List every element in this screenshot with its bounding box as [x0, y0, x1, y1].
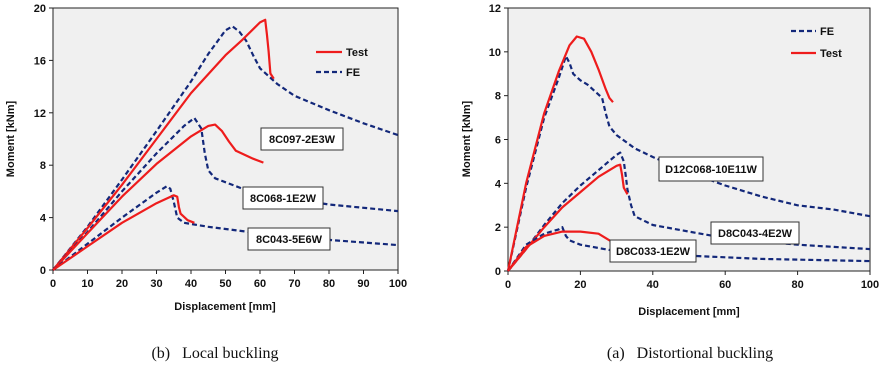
tick-group: 0 20 40 60 80 100 0 2 4 6 8 10 12	[489, 3, 879, 291]
label-8c068: 8C068-1E2W	[250, 193, 317, 205]
label-box-d8c033	[609, 239, 697, 263]
x-tick-label: 30	[150, 278, 162, 290]
caption-local-buckling: (b) Local buckling	[151, 345, 278, 362]
x-tick-label: 50	[219, 278, 231, 290]
x-tick-label: 60	[254, 278, 266, 290]
y-tick-label: 10	[489, 47, 501, 59]
fe-series-line-0	[506, 55, 871, 272]
test-series-line-0	[52, 18, 275, 271]
label-d8c033: D8C033-1E2W	[616, 246, 691, 258]
plot-area	[507, 7, 871, 272]
y-axis-label: Moment [kNm]	[461, 100, 473, 177]
x-tick-label: 0	[505, 279, 511, 291]
label-8c097: 8C097-2E3W	[269, 134, 336, 146]
y-tick-label: 12	[34, 108, 46, 120]
y-tick-label: 0	[40, 265, 46, 277]
x-tick-label: 100	[861, 279, 879, 291]
x-tick-label: 40	[185, 278, 197, 290]
label-d8c043: D8C043-4E2W	[718, 228, 793, 240]
label-box-8c043	[247, 227, 331, 251]
series-group	[52, 18, 399, 271]
y-tick-label: 2	[495, 222, 501, 234]
series-group	[506, 35, 871, 272]
x-tick-label: 10	[81, 278, 93, 290]
y-tick-label: 12	[489, 3, 501, 15]
label-box-d8c043	[710, 221, 800, 245]
label-box-8c068	[242, 186, 324, 210]
x-tick-label: 60	[719, 279, 731, 291]
x-tick-label: 80	[323, 278, 335, 290]
legend-fe-label: FE	[346, 67, 360, 79]
y-tick-label: 4	[495, 178, 502, 190]
test-series-line-1	[507, 163, 629, 272]
legend-test-label: Test	[820, 48, 842, 60]
x-tick-label: 90	[357, 278, 369, 290]
label-box-8c097	[260, 127, 344, 151]
y-tick-label: 4	[40, 213, 47, 225]
x-axis-label: Displacement [mm]	[174, 301, 276, 313]
x-tick-label: 20	[116, 278, 128, 290]
caption-distortional-buckling: (a) Distortional buckling	[607, 345, 773, 362]
test-series-line-1	[52, 123, 264, 271]
y-tick-label: 20	[34, 3, 46, 15]
label-d12c068: D12C068-10E11W	[665, 164, 757, 176]
y-tick-label: 0	[495, 266, 501, 278]
label-box-d12c068	[658, 156, 764, 182]
x-tick-label: 40	[647, 279, 659, 291]
tick-group: 0 10 20 30 40 50 60 70 80 90 100 0 4 8 12 16 20	[34, 3, 407, 290]
fe-series-line-1	[507, 151, 871, 272]
y-tick-label: 8	[40, 160, 46, 172]
y-tick-label: 16	[34, 55, 46, 67]
test-series-line-2	[52, 194, 195, 271]
legend-fe-label: FE	[820, 26, 834, 38]
test-series-line-0	[506, 35, 614, 272]
chart-local-buckling: 0 10 20 30 40 50 60 70 80 90 100 0 4 8 12 16 20 Displace…	[5, 3, 407, 313]
test-series-line-2	[507, 230, 614, 272]
legend-test-label: Test	[346, 47, 368, 59]
fe-series-line-0	[52, 25, 399, 271]
x-tick-label: 20	[574, 279, 586, 291]
y-axis-label: Moment [kNm]	[5, 100, 17, 177]
x-tick-label: 0	[50, 278, 56, 290]
x-tick-label: 80	[791, 279, 803, 291]
fe-series-line-2	[507, 226, 871, 272]
x-tick-label: 100	[389, 278, 407, 290]
y-tick-label: 6	[495, 135, 501, 147]
label-8c043: 8C043-5E6W	[256, 234, 323, 246]
x-tick-label: 70	[288, 278, 300, 290]
x-axis-label: Displacement [mm]	[638, 306, 740, 318]
y-tick-label: 8	[495, 91, 501, 103]
